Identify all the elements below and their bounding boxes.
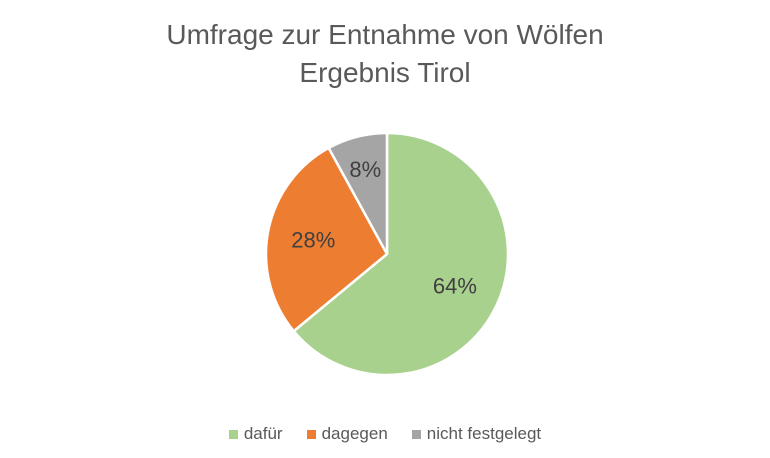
- pie-slice-2: [327, 131, 389, 256]
- pie-slice-0: [292, 131, 510, 377]
- data-label-2: 8%: [349, 157, 381, 182]
- data-label-0: 64%: [433, 273, 477, 298]
- legend-label-0: dafür: [243, 424, 283, 443]
- legend-swatch-0: [228, 429, 238, 439]
- legend-item-1: dagegen: [306, 424, 388, 444]
- legend-item-2: nicht festgelegt: [411, 424, 542, 444]
- legend-swatch-2: [411, 429, 421, 439]
- pie-slice-1: [264, 146, 389, 333]
- chart-legend: dafür dagegen nicht festgelegt: [0, 424, 770, 444]
- chart-subtitle: Ergebnis Tirol: [299, 57, 471, 88]
- legend-swatch-1: [306, 429, 316, 439]
- legend-label-1: dagegen: [321, 424, 388, 443]
- legend-label-2: nicht festgelegt: [426, 424, 542, 443]
- data-label-1: 28%: [291, 227, 335, 252]
- legend-item-0: dafür: [228, 424, 283, 444]
- chart-title: Umfrage zur Entnahme von Wölfen: [166, 19, 604, 50]
